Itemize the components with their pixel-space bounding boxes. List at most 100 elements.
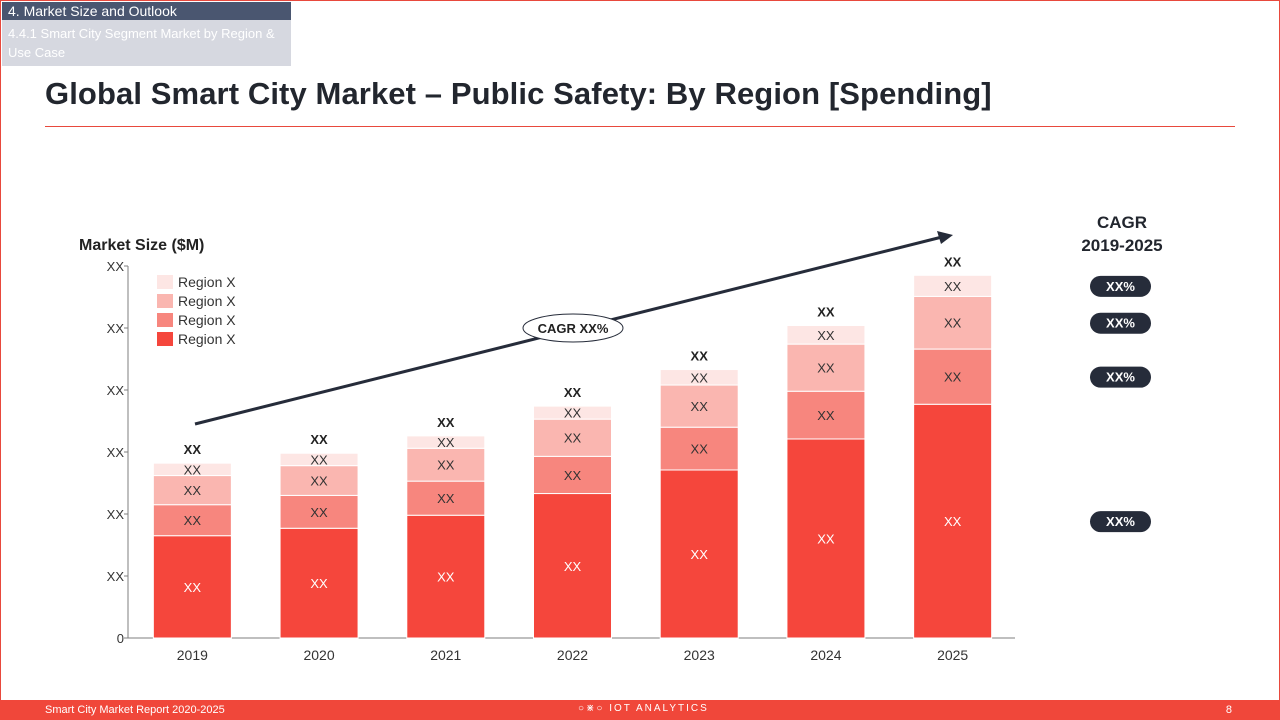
bar-segment-label: XX (691, 547, 709, 562)
bar-segment-label: XX (437, 491, 455, 506)
bar-segment-label: XX (437, 435, 455, 450)
bar-segment-label: XX (564, 559, 582, 574)
bar-segment (279, 452, 359, 467)
bar-segment-label: XX (310, 576, 328, 591)
bar-segment-label: XX (944, 370, 962, 385)
x-tick-label: 2022 (557, 647, 588, 663)
legend-label: Region X (178, 331, 236, 347)
bar-segment (659, 384, 739, 428)
bar-segment-label: XX (437, 458, 455, 473)
bar-segment (659, 369, 739, 386)
y-tick-label: XX (107, 383, 125, 398)
bar-segment-label: XX (944, 316, 962, 331)
bar-segment (533, 455, 612, 495)
cagr-pill (1090, 366, 1151, 388)
x-tick-label: 2025 (937, 647, 968, 663)
bar-segment-label: XX (184, 580, 202, 595)
legend-swatch (157, 313, 173, 327)
bar-total-label: XX (691, 349, 709, 364)
bar-total-label: XX (564, 385, 582, 400)
legend-swatch (157, 332, 173, 346)
x-tick-label: 2020 (303, 647, 334, 663)
cagr-annotation-bubble (522, 313, 624, 343)
legend-swatch (157, 294, 173, 308)
bar-segment-label: XX (817, 531, 835, 546)
legend-swatch (157, 275, 173, 289)
cagr-pill (1090, 312, 1151, 334)
bar-total-label: XX (944, 254, 962, 269)
bar-segment (406, 435, 486, 449)
bar-segment-label: XX (691, 442, 709, 457)
bar-segment-label: XX (310, 474, 328, 489)
bar-segment (786, 390, 866, 440)
bar-segment (406, 480, 486, 516)
bar-segment (152, 475, 232, 506)
bar-segment-label: XX (691, 399, 709, 414)
molecule-logo-icon: ○⋇○ (578, 703, 605, 714)
bar-segment (279, 494, 359, 529)
bar-segment-label: XX (184, 462, 202, 477)
page-number: 8 (1225, 704, 1232, 716)
title-divider (45, 126, 1235, 127)
cagr-annotation-label: CAGR XX% (538, 321, 609, 336)
bar-segment (786, 343, 866, 392)
cagr-pill (1090, 511, 1151, 533)
cagr-pill-value: XX% (1106, 514, 1135, 529)
x-tick-label: 2021 (430, 647, 461, 663)
y-tick-label: XX (107, 321, 125, 336)
bar-segment (152, 535, 232, 639)
bar-segment-label: XX (944, 279, 962, 294)
bar-segment-label: XX (691, 370, 709, 385)
bar-segment (533, 418, 612, 457)
bar-segment (279, 465, 359, 496)
bar-segment (406, 447, 486, 482)
x-tick-label: 2019 (177, 647, 208, 663)
footer-logo: ○⋇○ IOT ANALYTICS (578, 703, 709, 714)
bar-segment-label: XX (184, 483, 202, 498)
bar-segment-label: XX (564, 468, 582, 483)
bar-segment (913, 348, 993, 405)
bar-total-label: XX (437, 415, 455, 430)
footer-report-name: Smart City Market Report 2020-2025 (45, 704, 225, 716)
footer-bar: Smart City Market Report 2020-2025 ○⋇○ I… (0, 700, 1280, 720)
bar-segment (406, 514, 486, 639)
bar-segment-label: XX (564, 406, 582, 421)
cagr-pill-value: XX% (1106, 370, 1135, 385)
bar-segment (533, 405, 612, 420)
y-axis-title: Market Size ($M) (79, 237, 204, 254)
bar-segment (279, 527, 359, 639)
bar-segment-label: XX (817, 328, 835, 343)
bar-segment-label: XX (817, 408, 835, 423)
bar-total-label: XX (310, 432, 328, 447)
bar-total-label: XX (184, 442, 202, 457)
bar-segment-label: XX (184, 513, 202, 528)
x-tick-label: 2023 (684, 647, 715, 663)
bar-segment (152, 504, 232, 537)
legend-label: Region X (178, 312, 236, 328)
bar-segment-label: XX (310, 505, 328, 520)
y-tick-label: XX (107, 507, 125, 522)
bar-segment (913, 274, 993, 297)
page-title: Global Smart City Market – Public Safety… (45, 76, 992, 111)
bar-segment-label: XX (437, 570, 455, 585)
cagr-pill-value: XX% (1106, 316, 1135, 331)
y-tick-label: XX (107, 569, 125, 584)
bar-segment (913, 295, 993, 350)
subsection-tab[interactable]: 4.4.1 Smart City Segment Market by Regio… (2, 20, 291, 66)
cagr-panel-period: 2019-2025 (1081, 236, 1162, 255)
section-tab[interactable]: 4. Market Size and Outlook (2, 2, 291, 20)
bar-segment-label: XX (817, 361, 835, 376)
legend-label: Region X (178, 293, 236, 309)
cagr-panel-title: CAGR (1097, 213, 1147, 232)
bar-segment (659, 469, 739, 639)
x-tick-label: 2024 (810, 647, 841, 663)
cagr-pill (1090, 275, 1151, 297)
y-tick-label: 0 (117, 631, 124, 646)
y-tick-label: XX (107, 445, 125, 460)
bar-segment (786, 438, 866, 639)
bar-segment (533, 493, 612, 639)
y-tick-label: XX (107, 259, 125, 274)
bar-segment-label: XX (564, 431, 582, 446)
stacked-bar-chart: 0 XX XX XX XX XX XX Market Size ($M) XX XX XX XX XX… (79, 213, 1163, 663)
bar-segment (659, 426, 739, 471)
